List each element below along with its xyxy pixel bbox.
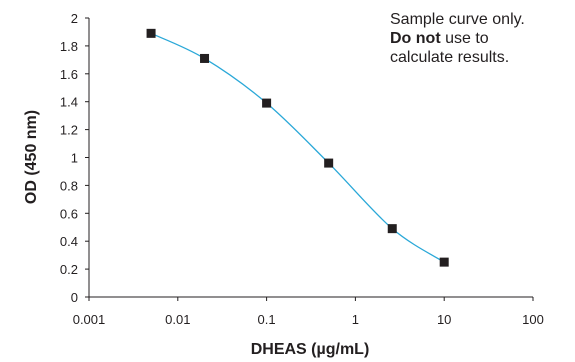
y-tick-label: 1.6 bbox=[60, 67, 78, 82]
curve-path bbox=[150, 32, 445, 263]
y-tick-label: 0.8 bbox=[60, 178, 78, 193]
note-emphasis: Do not bbox=[390, 30, 441, 47]
data-point-marker bbox=[439, 257, 449, 267]
y-tick-label: 2 bbox=[71, 11, 78, 26]
x-tick-label: 10 bbox=[437, 312, 451, 327]
series-line bbox=[150, 32, 445, 263]
y-tick-label: 0.6 bbox=[60, 206, 78, 221]
series-markers bbox=[146, 28, 449, 267]
data-point-marker bbox=[262, 98, 272, 108]
x-tick-label: 1 bbox=[352, 312, 359, 327]
data-point-marker bbox=[146, 28, 156, 38]
y-tick-label: 0.4 bbox=[60, 234, 78, 249]
data-point-marker bbox=[200, 53, 210, 63]
data-point-marker bbox=[324, 158, 334, 168]
y-tick-label: 1.4 bbox=[60, 95, 78, 110]
x-tick-label: 0.01 bbox=[165, 312, 190, 327]
y-tick-label: 1.2 bbox=[60, 123, 78, 138]
note-line-1: Sample curve only. bbox=[390, 11, 525, 28]
x-axis-title: DHEAS (µg/mL) bbox=[251, 341, 370, 358]
sample-curve-note: Sample curve only. Do not use to calcula… bbox=[390, 10, 525, 67]
y-tick-label: 0.2 bbox=[60, 262, 78, 277]
data-point-marker bbox=[387, 224, 397, 234]
x-tick-label: 0.001 bbox=[73, 312, 106, 327]
x-tick-label: 100 bbox=[522, 312, 544, 327]
note-line-2: Do not use to bbox=[390, 29, 525, 48]
note-line-3: calculate results. bbox=[390, 49, 510, 66]
x-tick-label: 0.1 bbox=[258, 312, 276, 327]
y-axis-title: OD (450 nm) bbox=[23, 110, 40, 204]
y-tick-label: 1 bbox=[71, 151, 78, 166]
note-line-2-rest: use to bbox=[440, 30, 489, 47]
y-tick-label: 0 bbox=[71, 290, 78, 305]
ticks: 0.001 0.01 0.1 1 10 100 0 0.2 0.4 0.6 0.8 1 1.2 1.4 1.… bbox=[60, 11, 544, 327]
y-tick-label: 1.8 bbox=[60, 39, 78, 54]
